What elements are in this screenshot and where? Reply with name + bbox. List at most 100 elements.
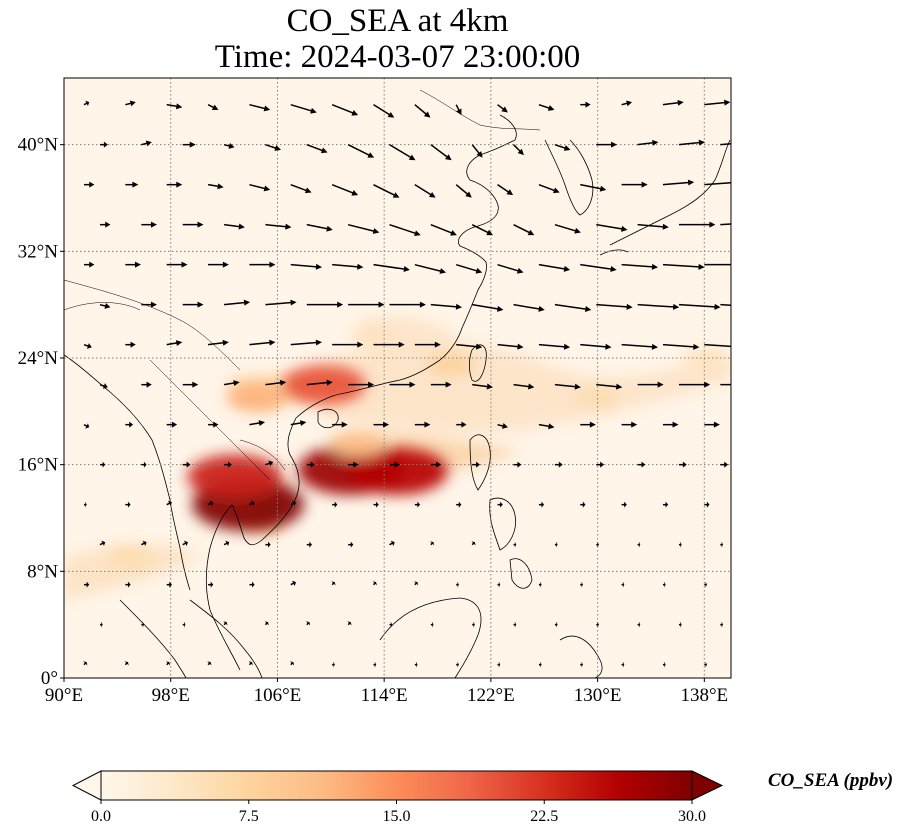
- wind-vector: [621, 581, 625, 588]
- wind-vector: [348, 301, 385, 308]
- wind-vector: [331, 183, 359, 196]
- wind-vector: [720, 383, 731, 386]
- wind-vector: [678, 303, 721, 310]
- map-frame: [63, 77, 732, 679]
- wind-vector: [678, 541, 682, 548]
- wind-vector: [389, 461, 400, 468]
- wind-vector: [704, 581, 707, 588]
- wind-vector: [124, 661, 129, 666]
- wind-vector: [249, 183, 271, 192]
- wind-vector: [141, 461, 147, 468]
- wind-vector: [538, 263, 571, 272]
- latitude-tick-labels: 0° 8°N 16°N 24°N 32°N 40°N: [18, 135, 64, 689]
- wind-vector: [99, 303, 111, 309]
- wind-vector: [414, 421, 431, 428]
- wind-vector: [208, 421, 219, 428]
- wind-vector: [472, 621, 475, 628]
- wind-vector: [84, 181, 95, 188]
- wind-vector: [720, 461, 729, 468]
- wind-vector: [662, 421, 679, 428]
- wind-vector: [224, 461, 232, 468]
- wind-vector: [678, 621, 682, 628]
- wind-vector: [141, 621, 144, 628]
- wind-vector: [472, 303, 504, 312]
- wind-vector: [678, 139, 705, 146]
- coastlines: [64, 89, 731, 678]
- wind-vector: [621, 421, 638, 428]
- wind-vector: [621, 181, 648, 188]
- wind-vector: [125, 181, 139, 188]
- wind-vector: [223, 621, 228, 626]
- wind-vector: [348, 381, 375, 388]
- wind-vector: [414, 263, 447, 274]
- wind-vector: [513, 461, 522, 468]
- hotspot-8: [350, 328, 391, 348]
- wind-vector: [248, 661, 253, 666]
- wind-vector: [373, 341, 405, 348]
- wind-vector: [497, 104, 508, 113]
- wind-vector: [207, 339, 229, 346]
- colorbar-gradient: [101, 771, 692, 800]
- wind-vector: [580, 263, 617, 272]
- wind-vector: [513, 383, 535, 390]
- wind-vector: [637, 541, 641, 548]
- wind-vector: [637, 139, 659, 146]
- wind-vector: [580, 501, 586, 508]
- colorbar-extend-high: [691, 770, 724, 801]
- wind-vector: [430, 541, 435, 546]
- wind-vector: [208, 261, 229, 268]
- wind-vector: [332, 421, 348, 428]
- wind-vector: [290, 263, 322, 270]
- lat-tick-label: 32°N: [18, 241, 59, 262]
- wind-vector: [166, 181, 183, 188]
- wind-vector: [554, 383, 581, 390]
- hotspot-7: [330, 431, 385, 458]
- wind-vector: [538, 661, 542, 668]
- wind-vector: [290, 580, 296, 587]
- wind-vector: [720, 143, 731, 146]
- wind-vector: [249, 420, 266, 427]
- lon-tick-label: 90°E: [45, 685, 83, 706]
- wind-vector: [182, 301, 204, 308]
- wind-vector: [290, 339, 322, 346]
- wind-vector: [306, 379, 333, 386]
- wind-vector: [596, 383, 623, 390]
- wind-vector: [580, 421, 596, 428]
- wind-vector: [455, 104, 462, 116]
- wind-vector: [166, 421, 178, 428]
- wind-vector: [373, 104, 395, 118]
- wind-vector: [389, 621, 393, 628]
- wind-vector: [389, 144, 416, 161]
- wind-vector: [306, 461, 315, 468]
- wind-vector: [430, 621, 434, 628]
- wind-vector: [83, 661, 88, 666]
- wind-vector: [373, 421, 390, 428]
- wind-vector: [125, 261, 141, 268]
- wind-vector: [456, 581, 459, 588]
- wind-vector: [538, 501, 545, 508]
- wind-vector: [662, 661, 666, 668]
- wind-vector: [207, 183, 224, 190]
- wind-vector: [455, 184, 472, 198]
- wind-vector: [637, 461, 646, 468]
- wind-vector: [513, 223, 535, 236]
- wind-vector: [223, 380, 240, 387]
- wind-vector: [305, 621, 311, 626]
- wind-vector: [596, 141, 618, 148]
- wind-vector: [662, 179, 695, 186]
- wind-vector: [497, 343, 524, 350]
- wind-vector: [637, 621, 641, 628]
- wind-vector: [704, 263, 731, 266]
- wind-vector: [497, 184, 514, 196]
- map-panel: [64, 78, 731, 678]
- lat-tick-label: 0°: [41, 668, 58, 689]
- wind-vector: [704, 421, 720, 428]
- wind-vector: [249, 261, 276, 268]
- wind-vector: [373, 263, 410, 272]
- wind-vector: [471, 223, 494, 236]
- wind-vector: [596, 303, 633, 310]
- lon-tick-label: 98°E: [152, 685, 190, 706]
- wind-vector: [497, 501, 503, 508]
- lat-tick-label: 16°N: [18, 455, 59, 476]
